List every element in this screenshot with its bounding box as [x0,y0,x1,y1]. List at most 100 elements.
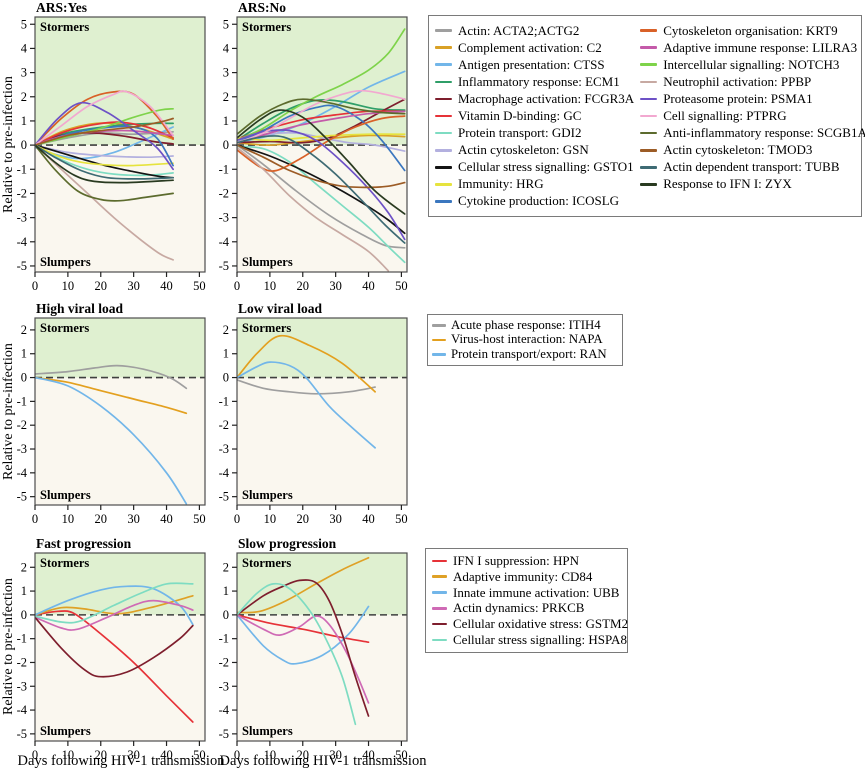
series-line-hspa8 [237,582,357,726]
legend-item-label: Adaptive immune response: LILRA3 [663,39,858,55]
x-tick-label: 50 [395,748,408,762]
legend-item-label: Inflammatory response: ECM1 [458,73,620,89]
x-tick-label: 0 [32,748,38,762]
series-line-ppbp [35,144,174,261]
legend-swatch-icon [640,131,658,135]
legend-swatch-icon [435,97,452,101]
series-line-napa [35,376,188,415]
series-line-psma1 [35,101,174,171]
legend-item-label: IFN I suppression: HPN [453,552,580,568]
series-group [237,28,406,272]
series-group [35,90,174,261]
x-tick-label: 10 [62,279,75,293]
legend-item: Vitamin D-binding: GC [435,107,634,124]
legend-columns: Acute phase response: ITIH4 Virus-host in… [432,318,618,362]
slumpers-label: Slumpers [40,255,91,269]
panel-ars-yes: 5 4 3 2 1 0 -1 -2 -3 -4 -5 0 10 20 30 40 50 ARS:Yes Storme… [0,0,217,304]
y-tick-label: 3 [223,66,229,80]
x-tick-label: 20 [95,748,108,762]
y-tick-label: -2 [219,418,229,432]
legend-item: Actin dependent transport: TUBB [640,159,865,176]
legend-item: Protein transport: GDI2 [435,125,634,142]
legend-item: Inflammatory response: ECM1 [435,73,634,90]
legend-item: Virus-host interaction: NAPA [432,332,607,348]
series-line-gstm2 [35,616,194,678]
legend-columns: IFN I suppression: HPN Adaptive immunity:… [432,553,628,648]
legend-swatch-icon [432,338,446,342]
y-tick-label: 2 [223,90,229,104]
x-tick-label: 20 [297,748,310,762]
legend-column: Cytoskeleton organisation: KRT9 Adaptive … [640,22,865,210]
y-tick-label: 5 [223,17,229,31]
legend-swatch-icon [640,114,658,118]
series-line-ran [35,376,188,505]
panel-border [34,16,206,273]
series-line-gsn [237,131,406,152]
series-line-tmod3 [35,117,174,146]
legend-row3: IFN I suppression: HPN Adaptive immunity:… [425,548,628,653]
y-tick-label: -5 [17,259,27,273]
y-tick-label: 0 [21,138,27,152]
legend-item-label: Antigen presentation: CTSS [458,56,605,72]
y-tick-label: 1 [223,114,229,128]
x-tick-label: 10 [264,512,277,526]
legend-item-label: Immunity: HRG [458,176,544,192]
y-tick-label: -3 [17,442,27,456]
stormers-label: Stormers [242,321,291,335]
legend-column: IFN I suppression: HPN Adaptive immunity:… [432,553,628,648]
legend-item-label: Innate immune activation: UBB [453,584,620,600]
legend-item: Cellular stress signalling: GSTO1 [435,159,634,176]
series-line-prkcb [35,599,194,631]
legend-item: Intercellular signalling: NOTCH3 [640,56,865,73]
y-tick-label: 1 [21,114,27,128]
series-line-ppbp [237,146,390,272]
series-line-ptprg [237,89,406,144]
x-tick-label: 50 [395,512,408,526]
y-tick-label: -1 [17,632,27,646]
series-line-napa [237,334,376,393]
legend-swatch-icon [640,46,658,49]
panel-border [236,552,408,742]
y-tick-label: -1 [219,394,229,408]
y-tick-label: -4 [17,703,28,717]
y-tick-label: 2 [21,323,27,337]
legend-item-label: Anti-inflammatory response: SCGB1A1 [663,125,865,141]
stormers-label: Stormers [40,556,89,570]
x-tick-label: 40 [160,748,173,762]
legend-swatch-icon [432,622,447,626]
x-tick-label: 20 [95,512,108,526]
x-tick-label: 20 [297,279,310,293]
legend-item-label: Acute phase response: ITIH4 [451,317,601,332]
legend-item: IFN I suppression: HPN [432,553,628,569]
series-line-gsto1 [237,144,406,235]
series-line-tubb [237,135,406,244]
panel-title: ARS:Yes [36,0,87,15]
slumpers-label: Slumpers [242,724,293,738]
series-line-hrg [35,144,174,167]
series-line-krt9 [35,90,174,146]
legend-swatch-icon [435,131,452,135]
legend-item-label: Complement activation: C2 [458,39,602,55]
y-tick-label: -3 [17,211,27,225]
legend-swatch-icon [640,97,658,101]
y-tick-label: -5 [219,259,229,273]
legend-item-label: Actin cytoskeleton: TMOD3 [663,142,813,158]
y-tick-label: -5 [17,490,27,504]
legend-item: Complement activation: C2 [435,39,634,56]
x-tick-label: 40 [160,512,173,526]
y-tick-label: 2 [223,323,229,337]
legend-item-label: Proteasome protein: PSMA1 [663,90,813,106]
legend-item-label: Actin cytoskeleton: GSN [458,142,589,158]
series-line-cd84 [237,556,370,614]
x-tick-label: 40 [362,512,375,526]
legend-item: Antigen presentation: CTSS [435,56,634,73]
legend-item: Cell signalling: PTPRG [640,107,865,124]
y-tick-label: 1 [21,584,27,598]
series-line-ptprg [35,90,174,146]
y-tick-label: -2 [219,186,229,200]
series-line-c2 [237,134,406,146]
